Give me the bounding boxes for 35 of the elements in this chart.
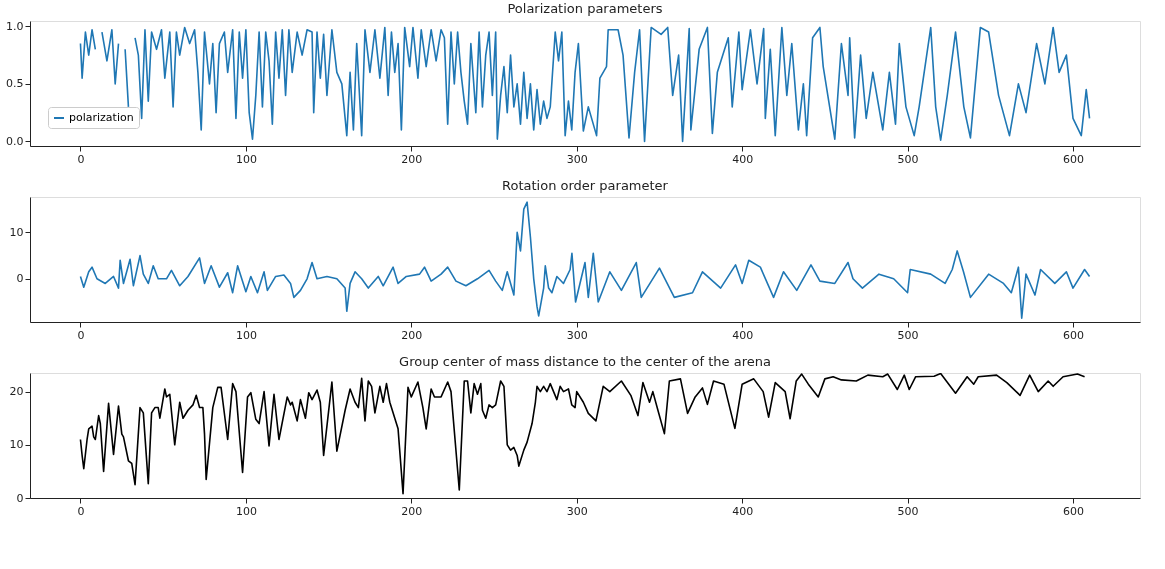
line-series — [79, 373, 1086, 495]
x-tick-label: 300 — [566, 152, 588, 166]
legend-label: polarization — [69, 111, 134, 124]
y-tick-label: 10 — [9, 225, 24, 239]
x-tick-label: 100 — [235, 504, 257, 518]
x-tick-label: 200 — [401, 152, 423, 166]
x-tick-label: 600 — [1063, 504, 1084, 518]
y-tick-label: 0.5 — [6, 77, 24, 91]
chart-title: Polarization parameters — [507, 1, 663, 17]
x-tick-label: 100 — [235, 328, 257, 342]
chart-title: Group center of mass distance to the center of the arena — [399, 354, 771, 369]
x-tick-label: 400 — [732, 152, 754, 166]
line-series — [79, 201, 1091, 320]
x-tick-label: 500 — [897, 504, 919, 518]
chart-title: Rotation order parameter — [502, 178, 669, 193]
x-tick-label: 600 — [1063, 328, 1084, 342]
x-tick-label: 300 — [566, 504, 588, 518]
x-tick-label: 200 — [401, 328, 423, 342]
x-tick-label: 0 — [77, 504, 85, 518]
y-tick-label: 10 — [9, 438, 24, 452]
x-tick-label: 200 — [401, 504, 423, 518]
x-tick-label: 400 — [732, 328, 754, 342]
x-tick-label: 600 — [1063, 152, 1084, 166]
x-tick-label: 100 — [235, 152, 257, 166]
y-tick-label: 0 — [16, 272, 24, 286]
y-tick-label: 20 — [9, 385, 24, 399]
x-tick-label: 500 — [897, 328, 919, 342]
y-tick-label: 0.0 — [6, 134, 24, 148]
x-tick-label: 0 — [77, 328, 85, 342]
x-tick-label: 300 — [566, 328, 588, 342]
x-tick-label: 500 — [897, 152, 919, 166]
x-tick-label: 0 — [77, 152, 85, 166]
y-tick-label: 1.0 — [6, 19, 24, 33]
y-tick-label: 0 — [16, 491, 24, 505]
x-tick-label: 400 — [732, 504, 754, 518]
